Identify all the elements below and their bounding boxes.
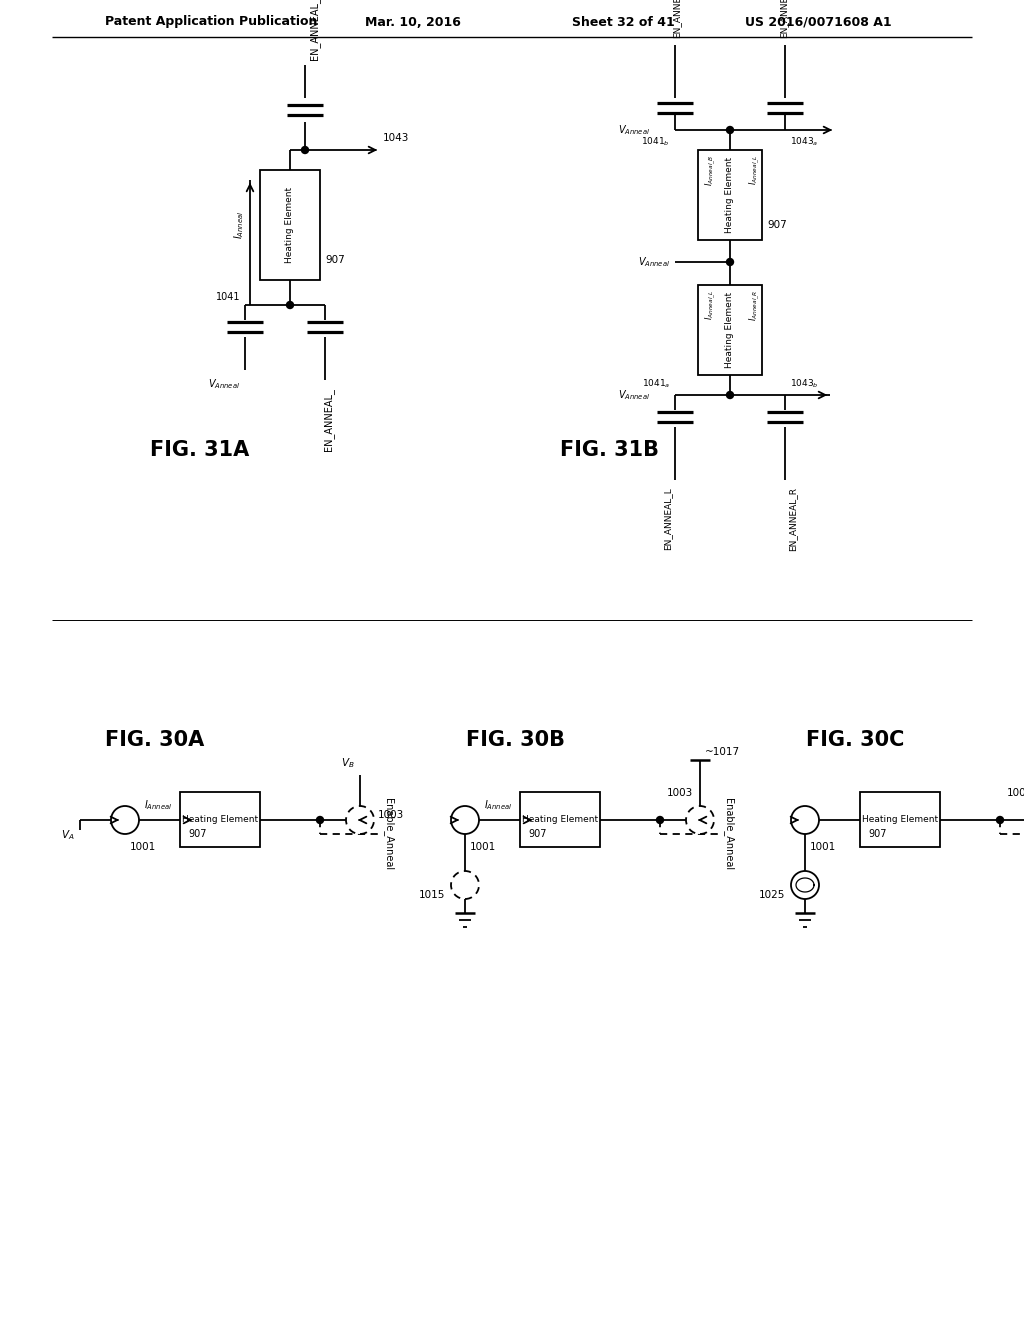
Text: $V_{Anneal}$: $V_{Anneal}$	[617, 123, 650, 137]
Text: 1003: 1003	[378, 810, 404, 820]
Circle shape	[726, 127, 733, 133]
Text: 1003: 1003	[667, 788, 693, 799]
Circle shape	[316, 817, 324, 824]
Text: $I_{Anneal}$: $I_{Anneal}$	[483, 799, 512, 812]
Text: EN_ANNEAL_R: EN_ANNEAL_R	[788, 487, 797, 550]
Text: Heating Element: Heating Element	[862, 816, 938, 825]
Text: 1015: 1015	[419, 890, 445, 900]
Circle shape	[301, 147, 308, 153]
Text: $I_{Anneal\_L}$: $I_{Anneal\_L}$	[748, 154, 763, 185]
Text: EN_ANNEAL_: EN_ANNEAL_	[309, 0, 319, 59]
Text: 1043: 1043	[383, 133, 410, 143]
Text: Heating Element: Heating Element	[182, 816, 258, 825]
Text: FIG. 30C: FIG. 30C	[806, 730, 904, 750]
Text: Mar. 10, 2016: Mar. 10, 2016	[365, 16, 461, 29]
Circle shape	[791, 807, 819, 834]
Text: Sheet 32 of 41: Sheet 32 of 41	[572, 16, 675, 29]
Text: EN_ANNEAL_R: EN_ANNEAL_R	[672, 0, 681, 38]
Text: Heating Element: Heating Element	[522, 816, 598, 825]
Bar	[180, 792, 260, 847]
Text: EN_ANNEAL_L: EN_ANNEAL_L	[779, 0, 788, 38]
Text: EN_ANNEAL_L: EN_ANNEAL_L	[663, 487, 672, 549]
Circle shape	[791, 871, 819, 899]
Text: $V_B$: $V_B$	[341, 756, 355, 770]
Text: $I_{Anneal\_B}$: $I_{Anneal\_B}$	[703, 154, 718, 186]
Circle shape	[287, 301, 294, 309]
Circle shape	[686, 807, 714, 834]
Circle shape	[726, 259, 733, 265]
Text: 1001: 1001	[470, 842, 497, 851]
Bar	[698, 150, 762, 240]
Text: 1001: 1001	[130, 842, 157, 851]
Circle shape	[656, 817, 664, 824]
Text: 1043$_a$: 1043$_a$	[790, 135, 818, 148]
Text: 907: 907	[767, 220, 786, 230]
Text: $V_{Anneal}$: $V_{Anneal}$	[208, 378, 240, 391]
Text: Heating Element: Heating Element	[725, 157, 734, 234]
Text: FIG. 31A: FIG. 31A	[151, 440, 250, 459]
Text: US 2016/0071608 A1: US 2016/0071608 A1	[745, 16, 892, 29]
Text: 907: 907	[868, 829, 887, 840]
Text: Enable_Anneal: Enable_Anneal	[723, 797, 734, 870]
Text: Patent Application Publication: Patent Application Publication	[105, 16, 317, 29]
Text: Enable_Anneal: Enable_Anneal	[383, 797, 394, 870]
Circle shape	[451, 807, 479, 834]
Circle shape	[451, 871, 479, 899]
Text: $V_{Anneal}$: $V_{Anneal}$	[617, 388, 650, 401]
Bar	[698, 285, 762, 375]
Text: Heating Element: Heating Element	[725, 292, 734, 368]
Text: 1041: 1041	[215, 292, 240, 302]
Text: $I_{Anneal\_L}$: $I_{Anneal\_L}$	[703, 289, 718, 321]
Text: 907: 907	[528, 829, 547, 840]
Text: $I_{Anneal\_R}$: $I_{Anneal\_R}$	[748, 289, 763, 321]
Circle shape	[996, 817, 1004, 824]
Text: 1041$_a$: 1041$_a$	[641, 378, 670, 389]
Text: $V_{Anneal}$: $V_{Anneal}$	[638, 255, 670, 269]
Text: 1043$_b$: 1043$_b$	[790, 378, 819, 389]
Bar	[860, 792, 940, 847]
Circle shape	[111, 807, 139, 834]
Circle shape	[346, 807, 374, 834]
Bar	[260, 170, 319, 280]
Text: 907: 907	[325, 255, 345, 265]
Text: 1001: 1001	[810, 842, 837, 851]
Text: FIG. 31B: FIG. 31B	[560, 440, 659, 459]
Circle shape	[726, 392, 733, 399]
Text: $V_A$: $V_A$	[61, 828, 75, 842]
Text: 1003: 1003	[1007, 788, 1024, 799]
Text: Heating Element: Heating Element	[286, 187, 295, 263]
Text: 907: 907	[188, 829, 207, 840]
Text: 1041$_b$: 1041$_b$	[641, 135, 670, 148]
Bar	[520, 792, 600, 847]
Text: EN_ANNEAL_: EN_ANNEAL_	[323, 388, 334, 451]
Text: $I_{Anneal}$: $I_{Anneal}$	[232, 211, 246, 239]
Text: $I_{Anneal}$: $I_{Anneal}$	[143, 799, 172, 812]
Text: ~1017: ~1017	[705, 747, 740, 756]
Text: FIG. 30A: FIG. 30A	[105, 730, 205, 750]
Text: 1025: 1025	[759, 890, 785, 900]
Text: FIG. 30B: FIG. 30B	[466, 730, 564, 750]
